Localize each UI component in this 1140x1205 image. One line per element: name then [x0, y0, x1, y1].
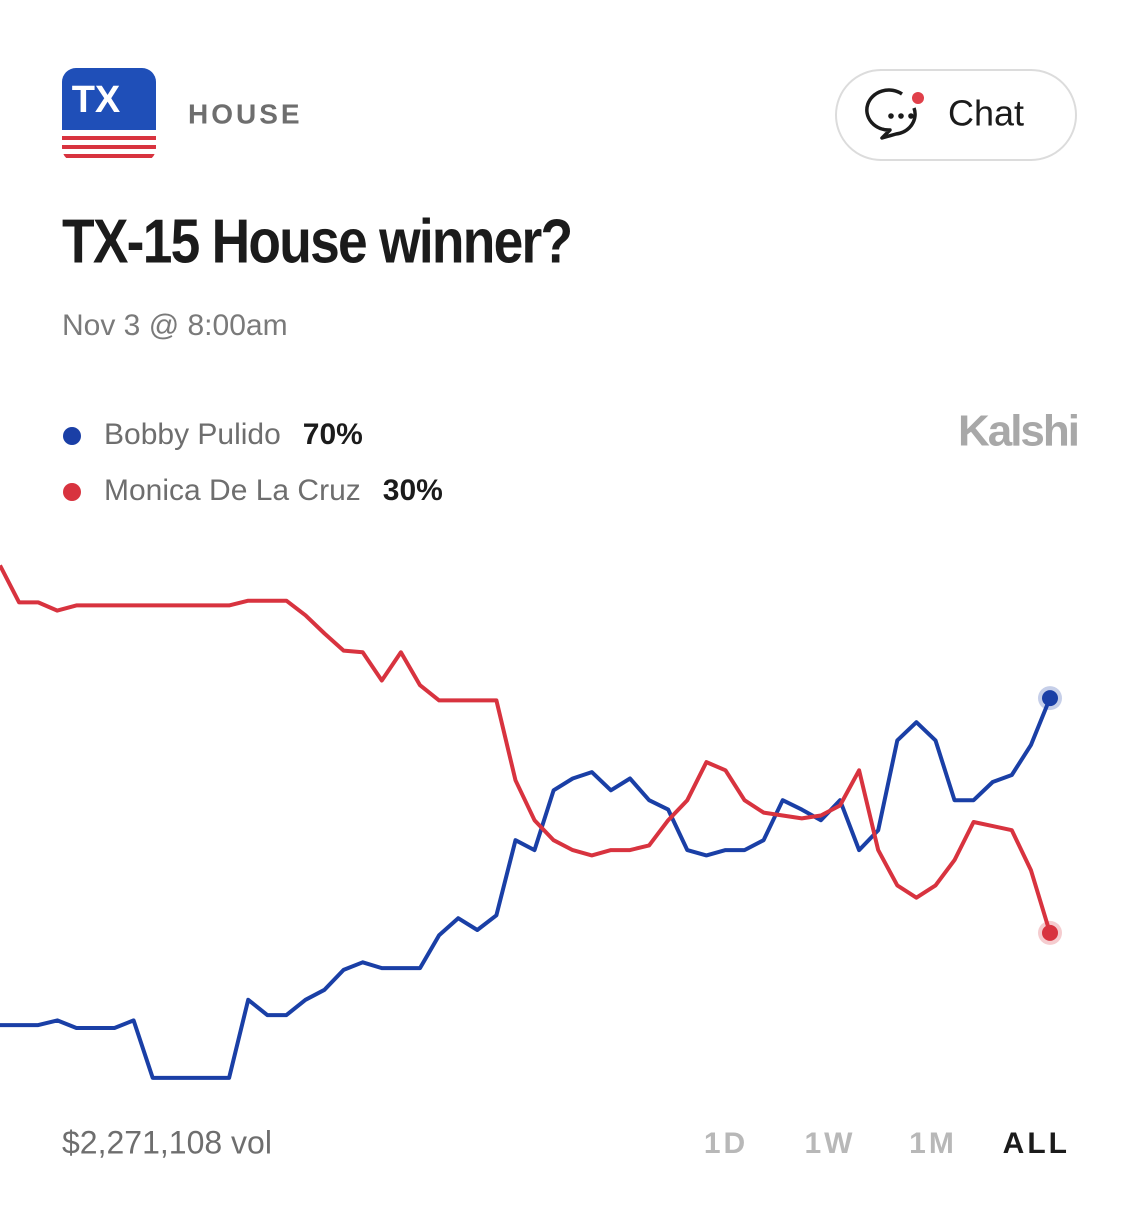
date: Nov 3 @ 8:00am	[62, 309, 288, 342]
legend-value: 30%	[383, 474, 443, 507]
series-line	[0, 564, 1052, 934]
title: TX-15 House winner?	[62, 208, 571, 277]
legend-dot	[63, 427, 81, 445]
chat-icon-dot[interactable]	[888, 113, 894, 119]
legend-name: Monica De La Cruz	[104, 474, 361, 507]
logo-stripe	[62, 145, 156, 149]
plot	[0, 564, 1062, 1080]
range-option[interactable]: ALL	[1003, 1127, 1070, 1160]
legend-value: 70%	[303, 418, 363, 451]
end-dot	[1042, 690, 1058, 707]
chat-icon-dot[interactable]	[908, 113, 914, 119]
range-selector: 1D 1W 1M ALL	[704, 1127, 1070, 1160]
range-option[interactable]: 1W	[805, 1127, 856, 1160]
logo-blue	[62, 68, 156, 130]
logo: TX	[62, 68, 156, 162]
chat-icon-dot[interactable]	[898, 113, 904, 119]
range-option[interactable]: 1M	[909, 1127, 957, 1160]
brand: Kalshi	[958, 407, 1078, 456]
volume: $2,271,108 vol	[62, 1124, 272, 1160]
chat-icon[interactable]	[865, 88, 917, 140]
legend: Bobby Pulido 70% Monica De La Cruz 30%	[63, 418, 443, 507]
legend-name: Bobby Pulido	[104, 418, 281, 451]
range-option[interactable]: 1D	[704, 1127, 748, 1160]
legend-dot	[63, 483, 81, 501]
category: HOUSE	[188, 98, 303, 129]
chat-label[interactable]: Chat	[948, 93, 1024, 134]
logo-text: TX	[72, 79, 121, 121]
series-line	[0, 697, 1052, 1080]
logo-stripe	[62, 136, 156, 140]
logo-stripe	[62, 154, 156, 158]
chat-button[interactable]: Chat	[835, 69, 1077, 161]
end-dot	[1042, 924, 1058, 941]
chat-notification[interactable]	[912, 92, 924, 104]
